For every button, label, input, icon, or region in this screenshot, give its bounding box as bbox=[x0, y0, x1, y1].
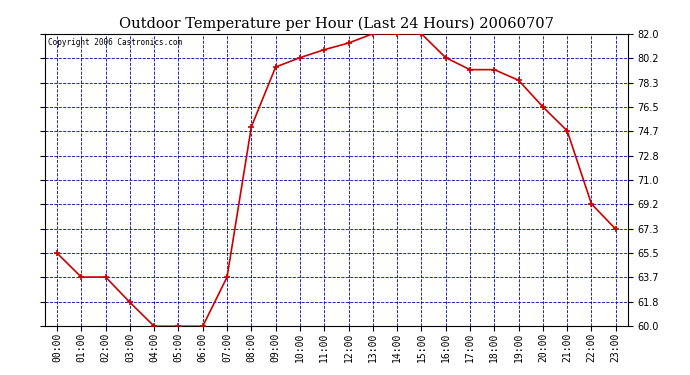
Title: Outdoor Temperature per Hour (Last 24 Hours) 20060707: Outdoor Temperature per Hour (Last 24 Ho… bbox=[119, 17, 554, 31]
Text: Copyright 2006 Castronics.com: Copyright 2006 Castronics.com bbox=[48, 38, 182, 47]
